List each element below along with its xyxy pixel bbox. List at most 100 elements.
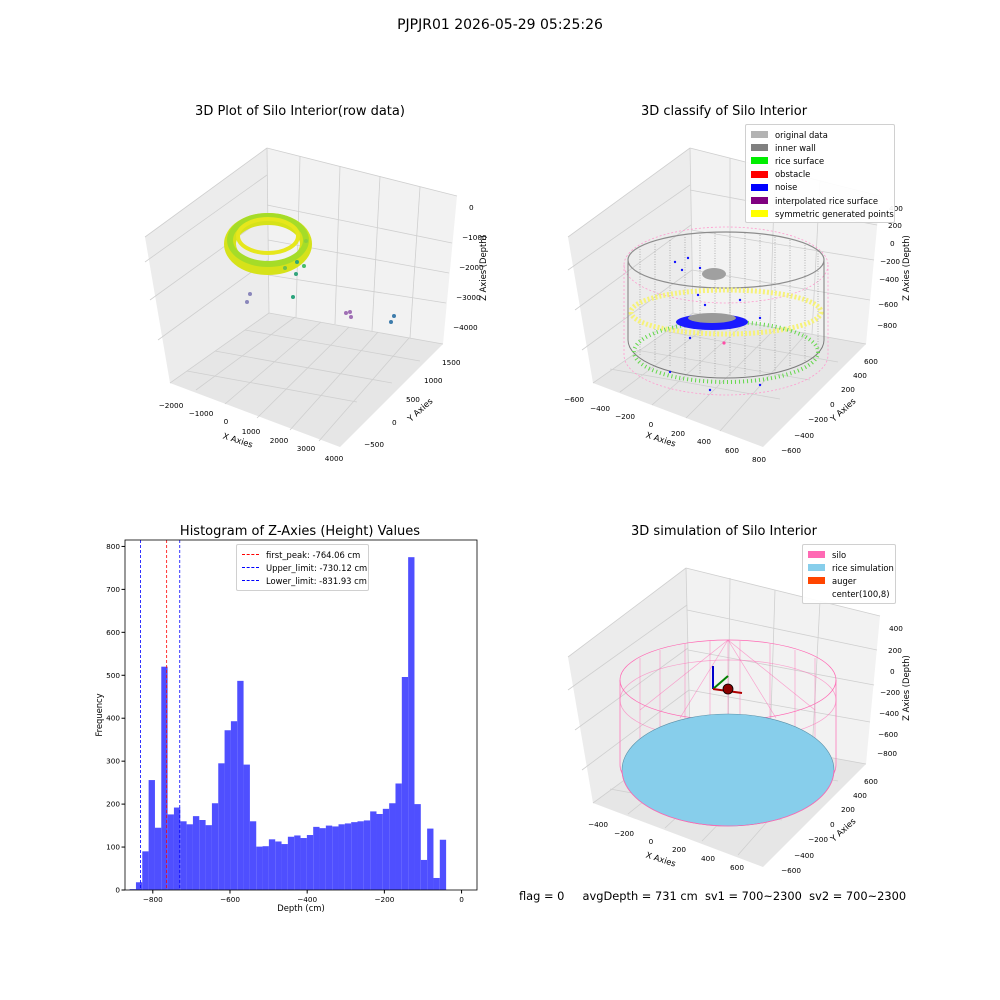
histogram-bar (167, 814, 174, 890)
histogram-ytick-label: 200 (106, 800, 120, 809)
legend-item-center: center(100,8) (808, 588, 890, 601)
histogram-frame (124, 539, 478, 891)
classify-ztick: 400 (889, 204, 903, 213)
classify-3d-plot: −600 −400 −200 0 200 400 600 800 −600 −4… (564, 147, 911, 464)
classify-ytick: 0 (830, 400, 835, 409)
raw-ztick: −2000 (459, 263, 484, 272)
histogram-ytick-label: 300 (106, 757, 120, 766)
classify-legend: original data inner wall rice surface ob… (745, 124, 895, 224)
legend-item-original-data: original data (751, 128, 889, 141)
classify-ytick: −600 (781, 446, 801, 455)
simulation-ztick: 200 (888, 646, 902, 655)
histogram-xtick-label: 0 (459, 895, 464, 904)
legend-item-auger: auger (808, 574, 890, 587)
raw-3d-axes-box (144, 147, 458, 447)
classify-ytick: −400 (794, 431, 814, 440)
classify-ztick: −800 (877, 321, 897, 330)
raw-xtick: 2000 (270, 436, 289, 445)
simulation-xtick: −200 (614, 829, 634, 838)
histogram-bar (376, 813, 383, 890)
histogram-title: Histogram of Z-Axies (Height) Values (179, 524, 421, 539)
histogram-bar (205, 825, 212, 890)
simulation-xtick: 200 (672, 845, 686, 854)
simulation-xtick: 0 (649, 837, 654, 846)
raw-ytick: 1000 (424, 376, 443, 385)
histogram-ytick-label: 400 (106, 714, 120, 723)
classify-3d-axes-box (567, 147, 881, 447)
simulation-xtick: −400 (588, 820, 608, 829)
histogram-bar (224, 730, 231, 890)
histogram-bar (249, 821, 257, 890)
classify-ytick: −200 (808, 415, 828, 424)
histogram-bar (287, 836, 295, 890)
histogram-bar (332, 826, 339, 890)
histogram-xtick-label: −200 (374, 895, 394, 904)
raw-ytick: 1500 (442, 358, 461, 367)
histogram-bar (199, 820, 206, 890)
simulation-ztick: 0 (890, 667, 895, 676)
histogram-bar (325, 825, 333, 890)
histogram-xlabel: Depth (cm) (277, 903, 324, 913)
classify-xtick: 0 (649, 420, 654, 429)
histogram-bar (319, 828, 326, 890)
raw-point-cloud (224, 213, 396, 324)
raw-ytick: 500 (406, 395, 420, 404)
classify-xtick: 600 (725, 446, 739, 455)
histogram-bar (211, 803, 219, 890)
histogram-ytick-label: 800 (106, 542, 120, 551)
histogram-bar (439, 839, 447, 890)
histogram-bar (180, 821, 187, 890)
histogram-bar (395, 783, 402, 890)
raw-ytick: −500 (364, 440, 384, 449)
histogram-xtick-label: −800 (143, 895, 163, 904)
histogram-bar (294, 835, 301, 890)
histogram-vlines (140, 540, 181, 890)
histogram-ytick-label: 700 (106, 585, 120, 594)
raw-ztick: −4000 (453, 323, 478, 332)
histogram-bar (382, 808, 390, 890)
raw-zlabel: Z Axies (Depth) (478, 235, 488, 301)
histogram-bar (408, 557, 415, 890)
simulation-legend: silo rice simulation auger center(100,8) (802, 544, 896, 604)
classify-ztick: −200 (880, 257, 900, 266)
simulation-ytick: 0 (830, 820, 835, 829)
legend-item-obstacle: obstacle (751, 168, 889, 181)
histogram-bar (268, 839, 276, 890)
classify-ztick: 200 (888, 221, 902, 230)
histogram-bar (186, 824, 193, 890)
histogram-bar (237, 680, 244, 890)
histogram-bar (142, 851, 149, 890)
classify-ytick: 400 (853, 371, 867, 380)
simulation-plot-title: 3D simulation of Silo Interior (631, 524, 817, 539)
histogram-bar (192, 816, 200, 890)
histogram-bar (306, 835, 314, 890)
histogram-bar (281, 844, 288, 890)
raw-xtick: −1000 (189, 409, 214, 418)
histogram-bar (218, 763, 225, 890)
classify-ztick: −400 (879, 275, 899, 284)
simulation-auger (712, 666, 743, 695)
raw-3d-plot: −2000 −1000 0 1000 2000 3000 4000 −500 0… (144, 147, 488, 463)
legend-item-lower-limit: Lower_limit: -831.93 cm (242, 574, 367, 587)
raw-xtick: 3000 (297, 444, 316, 453)
histogram-bar (262, 846, 269, 890)
legend-item-first-peak: first_peak: -764.06 cm (242, 548, 363, 561)
histogram-ytick-label: 100 (106, 843, 120, 852)
histogram-bar (154, 827, 162, 890)
histogram-ytick-label: 600 (106, 628, 120, 637)
simulation-ztick: −200 (880, 688, 900, 697)
raw-xtick: 1000 (242, 427, 261, 436)
raw-ztick: 0 (469, 203, 474, 212)
histogram-bar (420, 859, 428, 890)
classify-ztick: 0 (890, 239, 895, 248)
histogram-bar (256, 846, 263, 890)
histogram-xtick-label: −400 (297, 895, 317, 904)
simulation-ytick: 200 (841, 805, 855, 814)
histogram-bar (414, 804, 421, 890)
classify-point-cloud (623, 226, 829, 396)
simulation-ztick: −600 (878, 730, 898, 739)
raw-xtick: 4000 (325, 454, 344, 463)
raw-xtick: 0 (224, 417, 229, 426)
simulation-ytick: 600 (864, 777, 878, 786)
flag-text: flag = 0 (519, 889, 565, 903)
